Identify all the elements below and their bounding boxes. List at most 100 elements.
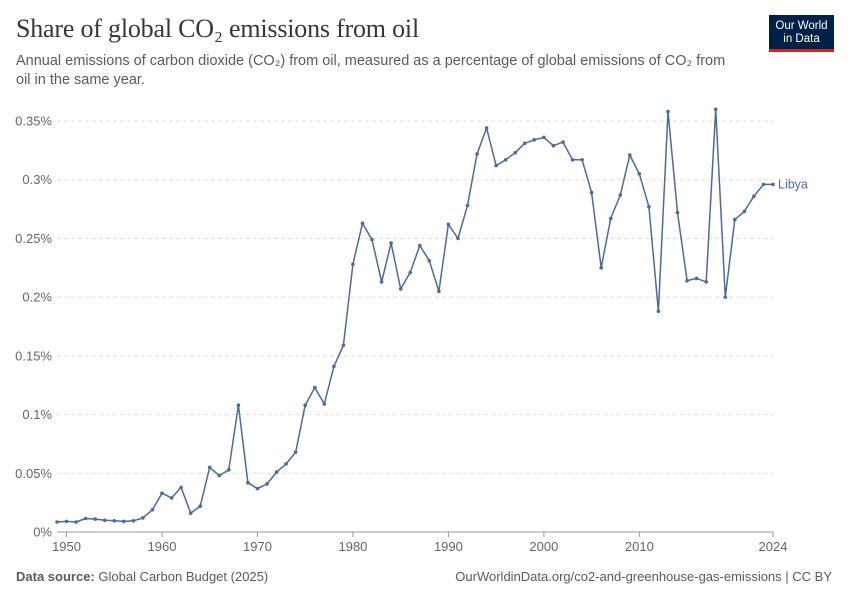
- data-point: [503, 158, 508, 162]
- data-point: [666, 109, 670, 114]
- data-point: [379, 280, 384, 284]
- data-point: [561, 140, 565, 144]
- y-tick-label: 0.1%: [22, 407, 52, 422]
- data-point: [656, 309, 661, 314]
- data-point: [475, 152, 479, 156]
- footer-link[interactable]: OurWorldinData.org/co2-and-greenhouse-ga…: [455, 569, 832, 584]
- data-point: [628, 153, 632, 157]
- x-tick-label: 1990: [434, 539, 463, 554]
- data-point: [542, 135, 546, 140]
- data-point: [456, 236, 460, 241]
- data-point: [274, 470, 279, 474]
- logo-line-2: in Data: [783, 33, 820, 45]
- data-point: [389, 241, 393, 245]
- source-value[interactable]: Global Carbon Budget (2025): [98, 569, 269, 584]
- y-tick-label: 0.25%: [15, 231, 52, 246]
- data-point: [322, 402, 327, 406]
- data-point: [370, 237, 374, 242]
- data-point: [704, 280, 708, 284]
- data-point: [570, 158, 575, 162]
- data-point: [589, 190, 594, 195]
- data-point: [494, 163, 498, 168]
- data-point: [246, 480, 250, 485]
- data-point: [742, 209, 747, 214]
- x-tick-label: 1980: [338, 539, 367, 554]
- data-point: [93, 517, 97, 521]
- owid-logo[interactable]: Our World in Data: [769, 15, 834, 52]
- data-point: [551, 143, 556, 148]
- data-point: [523, 141, 527, 146]
- data-point: [284, 462, 288, 466]
- data-point: [637, 172, 642, 176]
- series-labels: Libya: [778, 177, 808, 191]
- data-point: [131, 519, 136, 523]
- data-point: [198, 504, 202, 509]
- data-point: [141, 516, 145, 520]
- data-point: [398, 287, 403, 291]
- data-point: [188, 511, 193, 515]
- x-tick-label: 1950: [52, 539, 81, 554]
- data-point: [752, 194, 756, 198]
- data-point: [255, 486, 260, 491]
- data-point: [227, 468, 231, 472]
- series-line: [56, 108, 773, 523]
- data-point: [608, 216, 613, 221]
- data-point: [83, 516, 88, 521]
- y-tick-label: 0.2%: [22, 290, 52, 305]
- grid-lines: [57, 120, 773, 474]
- y-tick-label: 0%: [33, 525, 52, 540]
- data-point: [160, 491, 164, 496]
- data-point: [437, 289, 441, 294]
- source-label: Data source:: [16, 569, 95, 584]
- data-point: [647, 204, 651, 209]
- x-tick-label: 1970: [243, 539, 272, 554]
- data-point: [599, 266, 603, 270]
- chart-subtitle: Annual emissions of carbon dioxide (CO₂)…: [16, 53, 726, 88]
- data-point: [685, 278, 689, 283]
- data-point: [513, 150, 517, 155]
- data-point: [713, 107, 718, 112]
- data-point: [580, 158, 584, 162]
- x-tick-label: 2024: [759, 539, 788, 554]
- data-point: [465, 203, 470, 208]
- data-point: [64, 519, 69, 524]
- x-tick-label: 2000: [529, 539, 558, 554]
- y-tick-label: 0.15%: [15, 348, 52, 363]
- data-point: [771, 182, 775, 187]
- data-point: [360, 221, 365, 225]
- data-point: [122, 519, 126, 524]
- y-tick-label: 0.3%: [22, 172, 52, 187]
- y-tick-label: 0.35%: [15, 114, 52, 129]
- axes: 0% 0.05% 0.1% 0.15% 0.2% 0.25% 0.3% 0.35% 1950 19…: [15, 114, 787, 555]
- data-point: [150, 507, 155, 512]
- data-point: [408, 270, 413, 275]
- data-point: [236, 403, 241, 408]
- series-label: Libya: [778, 177, 808, 191]
- x-tick-label: 1960: [148, 539, 177, 554]
- data-points: [55, 107, 775, 524]
- data-point: [55, 520, 59, 524]
- chart-title: Share of global CO₂ emissions from oil: [16, 14, 419, 43]
- logo-line-1: Our World: [775, 20, 828, 32]
- data-point: [313, 385, 317, 390]
- data-point: [446, 222, 451, 227]
- data-point: [332, 364, 336, 369]
- data-point: [169, 496, 174, 500]
- data-point: [265, 482, 269, 486]
- data-point: [74, 520, 78, 524]
- data-point: [532, 138, 537, 142]
- data-point: [112, 519, 117, 523]
- data-point: [293, 450, 298, 454]
- data-point: [351, 262, 355, 267]
- data-source: Data source: Global Carbon Budget (2025): [16, 569, 268, 584]
- series-lines: [56, 108, 773, 523]
- data-point: [179, 485, 183, 490]
- data-point: [723, 295, 728, 299]
- data-point: [427, 258, 432, 263]
- y-tick-label: 0.05%: [15, 466, 52, 481]
- data-point: [761, 182, 766, 187]
- x-tick-label: 2010: [625, 539, 654, 554]
- data-point: [217, 473, 222, 478]
- data-point: [675, 210, 680, 215]
